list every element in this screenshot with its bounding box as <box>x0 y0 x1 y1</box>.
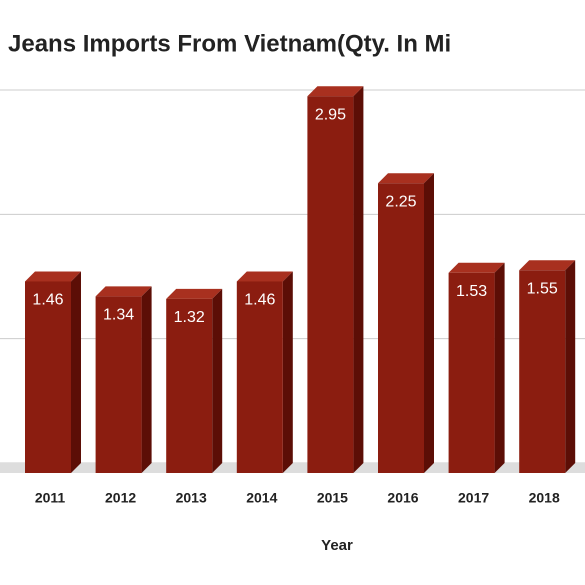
bar-top <box>519 260 576 271</box>
bar-side <box>212 288 223 473</box>
chart-title: Jeans Imports From Vietnam(Qty. In Mi <box>8 30 451 57</box>
bar <box>236 281 283 473</box>
bar <box>378 183 424 473</box>
x-tick-label: 2012 <box>105 490 136 506</box>
x-tick-label: 2016 <box>387 490 418 506</box>
x-tick-label: 2011 <box>35 490 66 506</box>
bar <box>448 272 495 473</box>
value-label: 1.53 <box>456 283 487 300</box>
value-label: 1.46 <box>32 292 63 309</box>
x-tick-label: 2018 <box>529 490 560 506</box>
bar-top <box>378 173 434 184</box>
value-label: 1.32 <box>174 309 205 326</box>
bar <box>25 281 71 473</box>
bar-side <box>71 271 81 473</box>
x-tick-label: 2017 <box>458 490 489 506</box>
value-label: 1.55 <box>527 281 558 298</box>
bar <box>95 296 142 473</box>
bar-top <box>25 271 81 282</box>
bar-top <box>307 86 364 97</box>
value-label: 1.34 <box>103 307 134 324</box>
value-label: 2.25 <box>385 193 416 210</box>
bar-side <box>353 86 364 473</box>
bar-top <box>448 262 505 273</box>
bar-side <box>565 260 576 473</box>
x-tick-label: 2014 <box>246 490 277 506</box>
bar-top <box>166 288 223 299</box>
value-label: 1.46 <box>244 292 275 309</box>
bar-top <box>95 286 152 297</box>
x-axis-label: Year <box>321 537 353 554</box>
x-tick-label: 2013 <box>176 490 207 506</box>
bar-side <box>424 173 434 473</box>
value-label: 2.95 <box>315 106 346 123</box>
bar-side <box>141 286 152 473</box>
bar <box>307 96 354 473</box>
bar-side <box>282 271 293 473</box>
bar <box>166 298 213 473</box>
x-tick-label: 2015 <box>317 490 348 506</box>
bar <box>519 270 566 473</box>
bar-side <box>494 262 505 473</box>
bar-top <box>236 271 293 282</box>
